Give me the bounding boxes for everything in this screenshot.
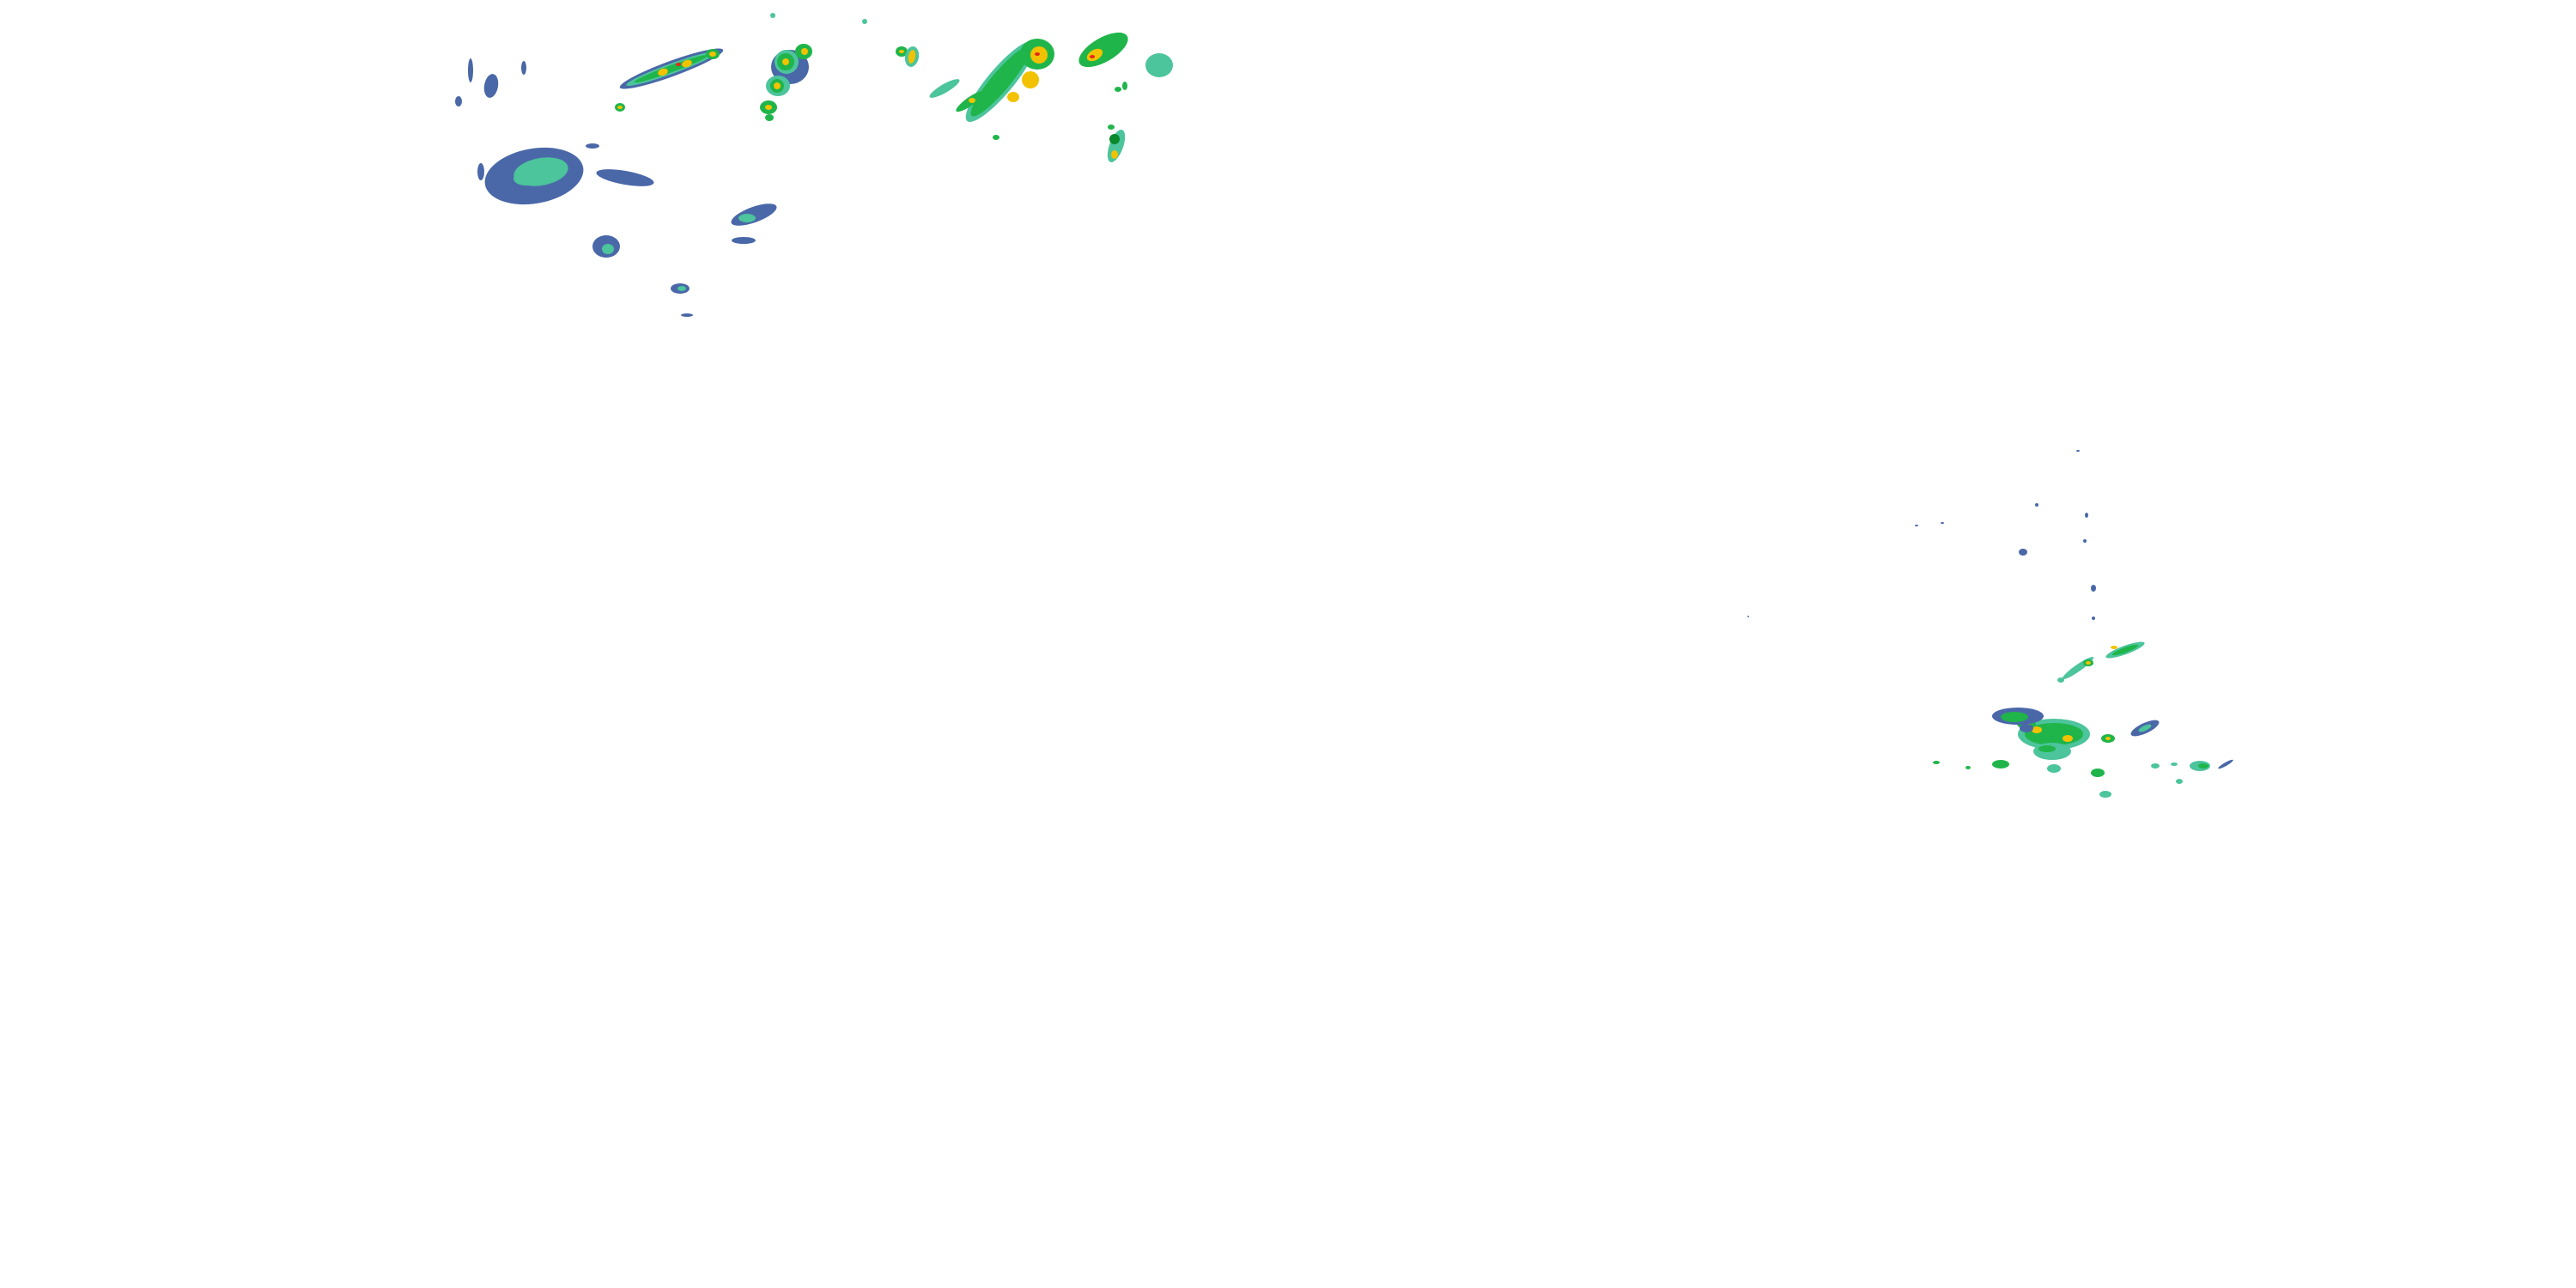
precip-cell	[2091, 585, 2096, 592]
precip-cell	[521, 61, 526, 75]
precip-cell	[2035, 503, 2038, 507]
precip-cell	[2085, 513, 2088, 518]
precip-cell	[1111, 150, 1118, 159]
precip-cell	[738, 214, 756, 222]
precip-cell	[2176, 779, 2183, 784]
precip-cell	[1090, 55, 1095, 58]
precip-cell	[2198, 763, 2208, 769]
precip-cell	[1078, 32, 1128, 68]
precip-cell	[2092, 617, 2095, 620]
precip-cell	[477, 163, 484, 180]
precip-cell	[513, 172, 538, 185]
precip-cell	[1992, 760, 2009, 769]
precip-cell	[2099, 791, 2111, 798]
precip-cell	[483, 74, 499, 98]
precip-cell	[2138, 724, 2152, 732]
precip-cell	[2020, 724, 2033, 732]
precip-cell	[2038, 745, 2056, 752]
precip-cell	[2062, 656, 2094, 680]
precip-cell	[2076, 450, 2080, 452]
precip-cell	[1933, 761, 1940, 764]
precip-cell	[732, 237, 756, 244]
precip-cell	[2063, 735, 2073, 742]
precip-cell	[2083, 539, 2087, 543]
precip-cell	[2047, 764, 2061, 773]
precip-cell	[969, 98, 975, 103]
precip-cell	[782, 58, 789, 65]
precip-cell	[2086, 661, 2091, 665]
precip-cell	[2111, 644, 2139, 656]
precip-cell	[2171, 762, 2178, 766]
precip-cell	[676, 63, 681, 66]
precip-cell	[1145, 53, 1173, 77]
precip-cell	[1941, 522, 1944, 524]
precip-cell	[596, 169, 654, 186]
precip-cell	[1107, 130, 1126, 162]
precip-cell	[1035, 52, 1040, 56]
precip-cell	[1108, 125, 1115, 130]
precip-cell	[455, 96, 462, 106]
precip-cell	[929, 79, 960, 98]
precip-cell	[1747, 616, 1749, 617]
precip-cell	[774, 82, 781, 89]
precip-cell	[617, 106, 623, 109]
precip-cell	[2091, 769, 2105, 777]
precip-cell	[709, 52, 716, 57]
precip-cell	[1965, 766, 1971, 769]
precip-cell	[602, 244, 614, 254]
precip-cell	[770, 13, 775, 18]
precip-cell	[681, 313, 693, 317]
precip-cell	[908, 50, 916, 64]
precip-cell	[2001, 712, 2028, 722]
precip-cell	[2105, 737, 2111, 740]
precip-cell	[677, 286, 686, 291]
precip-cell	[2111, 646, 2117, 649]
precip-cell	[731, 204, 777, 226]
precip-cell	[1115, 87, 1121, 92]
precip-cell	[658, 68, 668, 76]
precip-cell	[862, 19, 867, 24]
precip-cell	[2151, 763, 2160, 769]
precip-cell	[765, 105, 772, 110]
precip-cell	[468, 58, 473, 82]
precip-cell	[586, 143, 599, 149]
precip-cell	[801, 48, 808, 55]
precip-cell	[1122, 82, 1127, 90]
precip-cell	[2218, 759, 2233, 769]
precip-cell	[899, 50, 904, 53]
precip-cell	[682, 59, 692, 68]
precip-cell	[2019, 549, 2027, 556]
precip-cell	[765, 114, 774, 121]
precip-cell	[1109, 134, 1120, 144]
precip-cell	[1022, 71, 1039, 88]
precip-cell	[634, 54, 709, 83]
precip-cell	[2032, 726, 2042, 733]
precip-cell	[1007, 92, 1019, 102]
precip-cell	[2057, 677, 2064, 683]
precip-cell	[970, 46, 1030, 117]
precip-cell	[993, 135, 999, 140]
precip-cell	[1915, 525, 1918, 526]
